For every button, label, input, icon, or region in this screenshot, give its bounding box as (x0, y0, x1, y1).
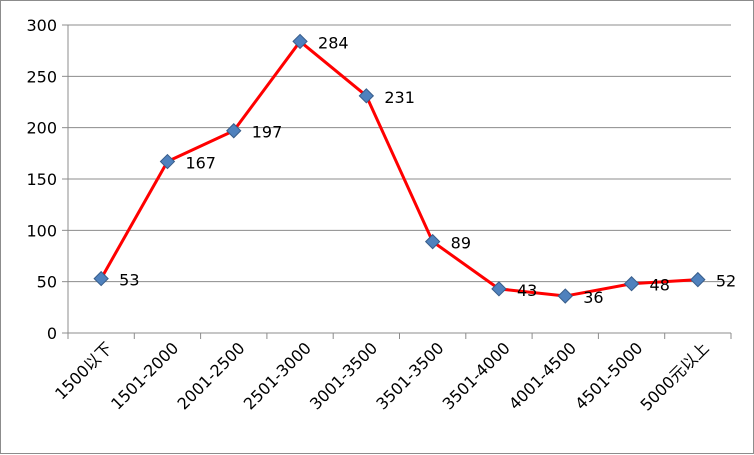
data-point-8 (623, 276, 640, 292)
y-tick-label-150: 150 (26, 170, 57, 189)
data-label-1: 167 (185, 154, 216, 173)
data-label-9: 52 (716, 272, 736, 291)
y-tick-label-250: 250 (26, 67, 57, 86)
y-tick-label-100: 100 (26, 221, 57, 240)
x-tick-label-2: 2001-2500 (173, 338, 248, 413)
y-tick-label-300: 300 (26, 16, 57, 35)
data-point-1 (159, 153, 176, 170)
data-point-4 (358, 88, 375, 104)
x-tick-label-0: 1500以下 (51, 338, 116, 403)
data-label-4: 231 (384, 88, 415, 107)
x-tick-label-1: 1501-2000 (107, 338, 182, 413)
x-tick-label-9: 5000元以上 (636, 338, 712, 414)
data-point-6 (491, 281, 507, 297)
series-line-0 (99, 39, 698, 298)
x-tick-label-5: 3501-3500 (372, 338, 447, 413)
data-point-0 (93, 270, 109, 287)
data-label-8: 48 (650, 276, 670, 295)
x-tick-label-4: 3001-3500 (306, 338, 381, 413)
data-point-3 (292, 33, 308, 50)
data-label-2: 197 (252, 123, 283, 142)
data-label-0: 53 (119, 271, 139, 290)
data-point-7 (557, 288, 573, 304)
x-tick-label-6: 3501-4000 (439, 338, 514, 413)
data-label-3: 284 (318, 33, 349, 52)
x-tick-label-8: 4501-5000 (571, 338, 646, 413)
y-tick-label-0: 0 (47, 324, 57, 343)
data-point-9 (690, 271, 706, 288)
data-label-5: 89 (451, 234, 471, 253)
data-point-5 (424, 233, 441, 250)
data-label-6: 43 (517, 281, 537, 300)
data-point-2 (226, 123, 242, 139)
x-tick-label-7: 4001-4500 (505, 338, 580, 413)
x-tick-label-3: 2501-3000 (240, 338, 315, 413)
y-tick-label-50: 50 (37, 273, 57, 292)
y-tick-label-200: 200 (26, 119, 57, 138)
data-label-7: 36 (583, 288, 603, 307)
